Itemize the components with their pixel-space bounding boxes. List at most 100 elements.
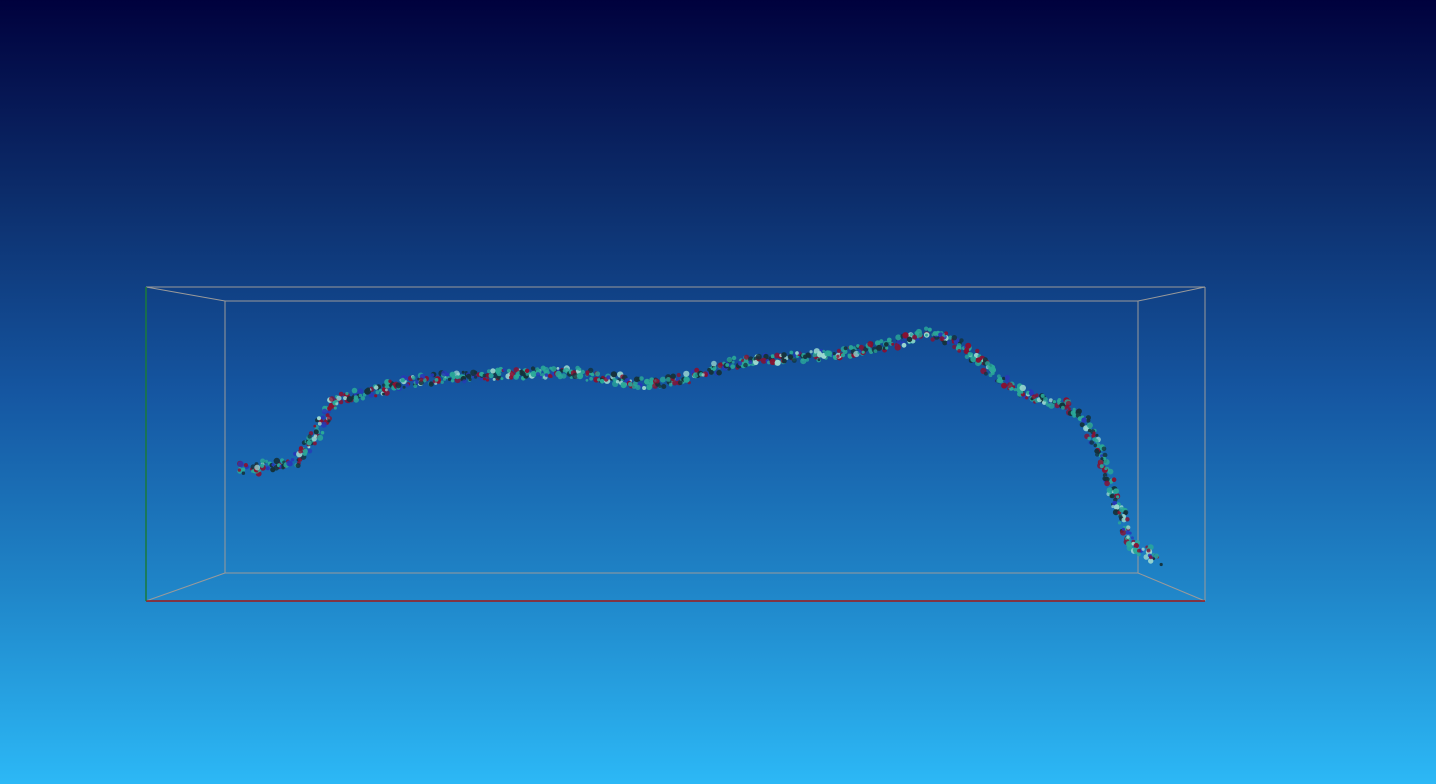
atom: [1028, 390, 1035, 396]
atom: [731, 355, 737, 361]
atom: [1113, 497, 1118, 502]
atom: [576, 372, 584, 380]
atom: [1130, 536, 1134, 540]
atom: [260, 463, 265, 468]
atom: [1095, 433, 1099, 437]
atom: [874, 340, 881, 346]
atom: [378, 388, 382, 392]
atom: [606, 375, 611, 380]
atom: [535, 372, 541, 377]
atom: [942, 340, 948, 346]
atom: [856, 344, 860, 348]
atom: [711, 360, 717, 367]
atom: [461, 370, 465, 374]
atom: [788, 354, 794, 360]
atom: [927, 327, 932, 332]
atom: [659, 376, 666, 383]
atom: [530, 366, 536, 371]
atom: [1111, 504, 1115, 509]
atom: [879, 339, 884, 344]
atom: [668, 382, 673, 387]
atom: [912, 334, 918, 340]
atom: [343, 396, 348, 401]
atom: [500, 377, 504, 381]
atom: [506, 368, 512, 373]
atom: [743, 362, 748, 368]
atom: [312, 441, 317, 446]
atom: [419, 377, 424, 382]
atom: [413, 384, 418, 388]
atom: [271, 463, 275, 467]
atom: [320, 430, 325, 435]
atom: [1107, 468, 1114, 475]
atom: [1094, 448, 1100, 454]
atom: [1089, 440, 1095, 445]
atom: [317, 421, 322, 426]
atom: [474, 370, 478, 374]
atom: [615, 380, 620, 384]
box-edge-bottom-right: [1137, 572, 1206, 602]
atom: [1002, 376, 1006, 381]
atom: [509, 375, 514, 380]
atom: [307, 448, 313, 454]
atom: [338, 399, 344, 405]
atom: [924, 326, 929, 331]
atom: [1086, 422, 1093, 429]
atom: [1126, 541, 1133, 548]
atom: [320, 415, 325, 420]
box-edge-bottom-left: [145, 572, 226, 602]
atom: [951, 335, 957, 341]
box-edge-top-right: [1137, 286, 1206, 302]
atom: [336, 395, 342, 401]
atom: [939, 336, 945, 342]
atom: [450, 379, 455, 383]
atom: [658, 384, 662, 388]
atom: [264, 459, 269, 464]
atom: [313, 429, 319, 435]
atom: [345, 391, 349, 396]
atom: [442, 377, 447, 381]
atom: [237, 468, 242, 472]
atom: [1117, 521, 1122, 525]
atom: [1113, 504, 1120, 510]
atom: [1068, 407, 1071, 410]
atom: [1143, 554, 1150, 560]
atom: [1103, 459, 1110, 466]
atom: [807, 354, 812, 359]
atom: [485, 378, 490, 382]
atom: [1122, 527, 1125, 531]
atom: [485, 373, 489, 377]
atom: [895, 334, 902, 341]
atom: [329, 396, 335, 402]
atom: [906, 336, 913, 343]
atom: [293, 451, 298, 456]
atom: [1087, 436, 1091, 441]
atom: [496, 375, 502, 380]
atom: [1095, 442, 1101, 449]
atom: [996, 378, 1001, 383]
atom: [1119, 506, 1125, 513]
atom: [990, 371, 995, 376]
atom: [620, 382, 627, 389]
atom: [313, 434, 318, 438]
atom: [840, 353, 846, 358]
atom: [358, 393, 363, 398]
atom: [1098, 460, 1104, 466]
atom: [944, 331, 949, 336]
atom: [327, 410, 331, 414]
atom: [1019, 384, 1026, 392]
atom: [468, 377, 472, 382]
atom: [1048, 398, 1053, 403]
atom: [1086, 418, 1091, 423]
atom: [395, 382, 402, 389]
atom: [1020, 390, 1024, 394]
atom: [585, 378, 589, 382]
atom: [1001, 382, 1008, 389]
atom: [930, 337, 935, 342]
atom: [1148, 558, 1154, 564]
atom: [642, 386, 647, 390]
atom: [490, 368, 496, 374]
atom: [712, 367, 716, 371]
